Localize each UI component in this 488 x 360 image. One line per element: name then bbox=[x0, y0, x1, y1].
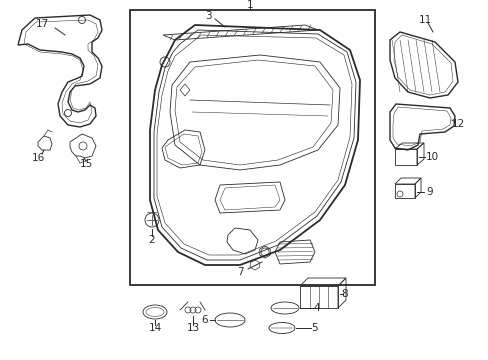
Text: 15: 15 bbox=[79, 159, 92, 169]
Text: 11: 11 bbox=[418, 15, 431, 25]
Text: 6: 6 bbox=[201, 315, 208, 325]
Text: 8: 8 bbox=[341, 289, 347, 299]
Text: 1: 1 bbox=[246, 0, 253, 10]
Text: 5: 5 bbox=[310, 323, 317, 333]
Text: 3: 3 bbox=[204, 11, 211, 21]
Text: 17: 17 bbox=[35, 19, 48, 29]
Text: 14: 14 bbox=[148, 323, 162, 333]
Text: 12: 12 bbox=[450, 119, 464, 129]
Text: 9: 9 bbox=[426, 187, 432, 197]
Text: 10: 10 bbox=[425, 152, 438, 162]
Text: 13: 13 bbox=[186, 323, 199, 333]
Text: 2: 2 bbox=[148, 235, 155, 245]
Text: 4: 4 bbox=[313, 303, 320, 313]
Text: 7: 7 bbox=[236, 267, 243, 277]
Text: 16: 16 bbox=[31, 153, 44, 163]
